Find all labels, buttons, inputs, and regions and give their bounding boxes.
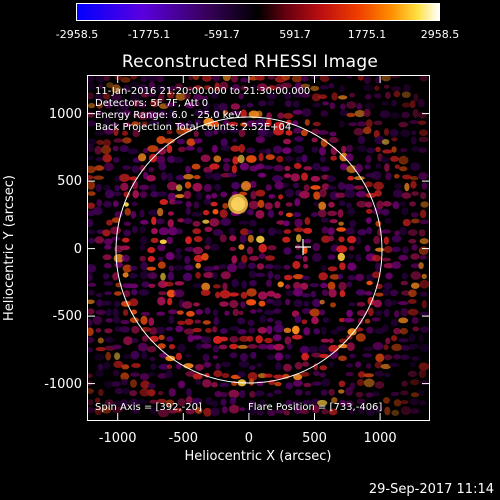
x-tick-label: 0 bbox=[245, 431, 253, 446]
spin-axis-marker bbox=[295, 239, 311, 255]
y-tick-label: 1000 bbox=[49, 107, 82, 122]
y-tick-label: 0 bbox=[74, 242, 82, 257]
colorbar-tick-label: -2958.5 bbox=[55, 28, 99, 41]
edge-fade bbox=[88, 76, 429, 420]
info-energy-range: Energy Range: 6.0 - 25.0 keV bbox=[95, 110, 241, 121]
colorbar-tick-label: 591.7 bbox=[279, 28, 311, 41]
plot-timestamp: 29-Sep-2017 11:14 bbox=[368, 482, 494, 497]
y-axis-label: Heliocentric Y (arcsec) bbox=[2, 175, 17, 321]
x-axis-label: Heliocentric X (arcsec) bbox=[185, 449, 332, 464]
y-tick-label: -1000 bbox=[44, 377, 82, 392]
info-flare-position: Flare Position = [733,-406] bbox=[248, 402, 382, 413]
solar-limb-circle bbox=[115, 116, 383, 384]
x-tick-label: -1000 bbox=[99, 431, 137, 446]
colorbar-tick-label: 2958.5 bbox=[420, 28, 460, 41]
rhessi-image-panel: 11-Jan-2016 21:20:00.000 to 21:30:00.000… bbox=[83, 72, 431, 421]
rhessi-image: 11-Jan-2016 21:20:00.000 to 21:30:00.000… bbox=[83, 72, 431, 420]
colorbar-tick-label: -1775.1 bbox=[127, 28, 171, 41]
x-tick-label: 500 bbox=[302, 431, 327, 446]
colorbar bbox=[76, 3, 440, 21]
x-tick-label: -500 bbox=[169, 431, 199, 446]
y-tick-label: -500 bbox=[52, 309, 82, 324]
info-time-range: 11-Jan-2016 21:20:00.000 to 21:30:00.000 bbox=[95, 86, 310, 97]
info-spin-axis: Spin Axis = [392,-20] bbox=[95, 402, 202, 413]
info-detectors: Detectors: 5F 7F, Att 0 bbox=[95, 98, 208, 109]
plot-title: Reconstructed RHESSI Image bbox=[121, 52, 379, 72]
y-tick-label: 500 bbox=[57, 174, 82, 189]
colorbar-tick-label: -591.7 bbox=[204, 28, 240, 41]
colorbar-tick-label: 1775.1 bbox=[347, 28, 387, 41]
info-method-counts: Back Projection Total counts: 2.52E+04 bbox=[95, 122, 291, 133]
x-tick-label: 1000 bbox=[364, 431, 397, 446]
